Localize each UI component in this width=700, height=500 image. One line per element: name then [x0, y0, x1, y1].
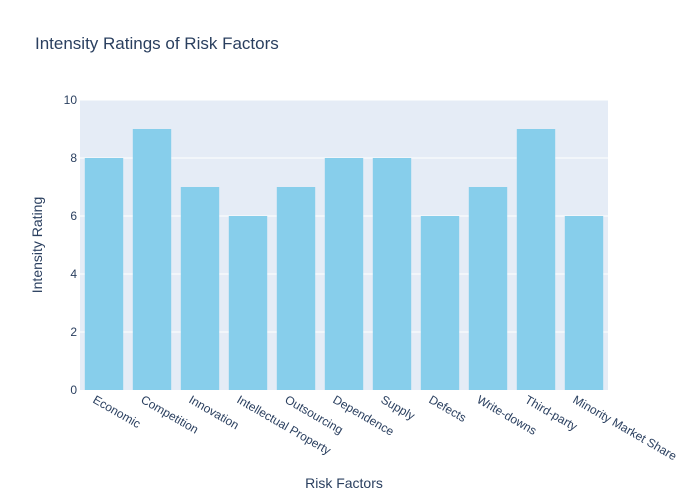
y-tick-label: 10 — [64, 93, 78, 107]
bar-defects[interactable] — [420, 216, 460, 390]
y-tick-label: 6 — [70, 209, 77, 223]
bar-competition[interactable] — [132, 129, 172, 390]
bar-minority-market-share[interactable] — [564, 216, 604, 390]
bar-write-downs[interactable] — [468, 187, 508, 390]
bar-outsourcing[interactable] — [276, 187, 316, 390]
bar-third-party[interactable] — [516, 129, 556, 390]
x-tick-label: Minority Market Share — [571, 392, 680, 463]
bar-intellectual-property[interactable] — [228, 216, 268, 390]
y-axis-ticks: 0 2 4 6 8 10 — [64, 93, 78, 397]
bar-dependence[interactable] — [324, 158, 364, 390]
y-tick-label: 8 — [70, 151, 77, 165]
bar-innovation[interactable] — [180, 187, 220, 390]
y-tick-label: 0 — [70, 383, 77, 397]
bar-supply[interactable] — [372, 158, 412, 390]
x-axis-title: Risk Factors — [305, 475, 383, 491]
x-tick-label: Economic — [91, 392, 144, 430]
y-axis-title: Intensity Rating — [29, 197, 45, 294]
y-tick-label: 4 — [70, 267, 77, 281]
y-tick-label: 2 — [70, 325, 77, 339]
chart-title: Intensity Ratings of Risk Factors — [35, 34, 279, 53]
bar-economic[interactable] — [84, 158, 124, 390]
x-tick-label: Defects — [427, 392, 469, 424]
bars — [84, 129, 604, 390]
x-axis-ticks: EconomicCompetitionInnovationIntellectua… — [91, 392, 680, 463]
